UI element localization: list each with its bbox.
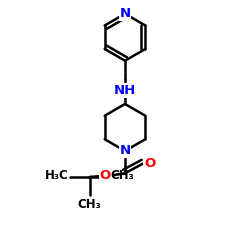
Text: CH₃: CH₃ xyxy=(110,169,134,182)
Text: O: O xyxy=(100,169,111,182)
Text: NH: NH xyxy=(114,84,136,97)
Text: N: N xyxy=(120,7,130,20)
Text: O: O xyxy=(144,157,155,170)
Text: CH₃: CH₃ xyxy=(78,198,102,211)
Text: N: N xyxy=(120,144,130,158)
Text: H₃C: H₃C xyxy=(45,169,69,182)
